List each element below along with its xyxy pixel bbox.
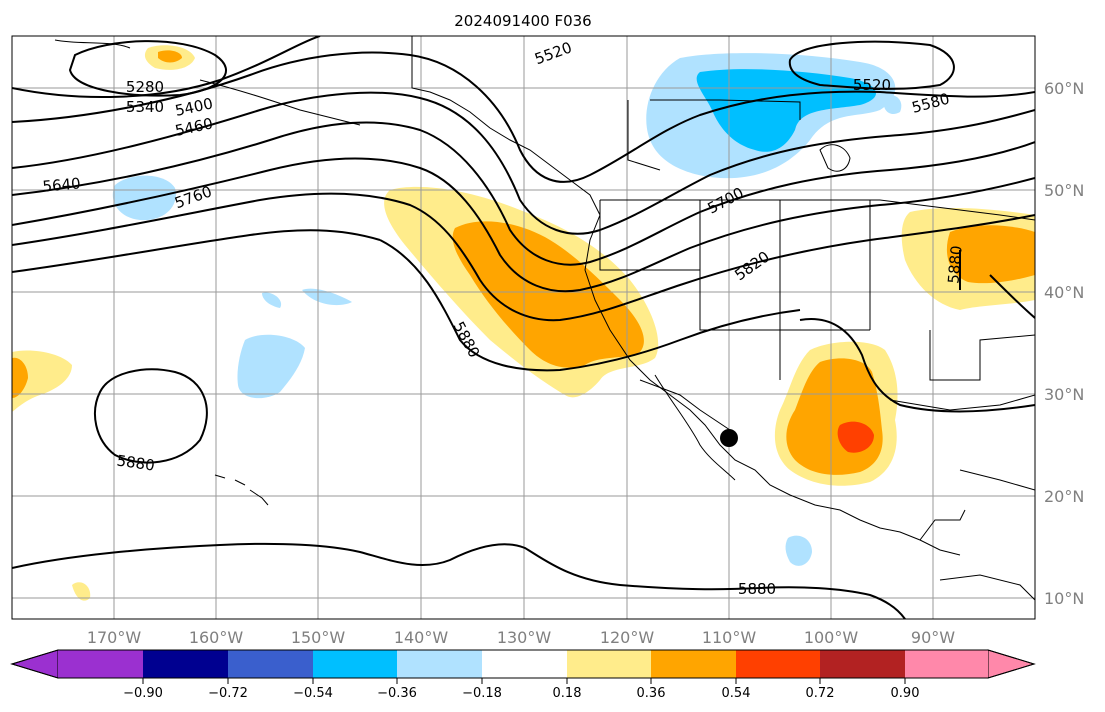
colorbar-segment <box>567 650 651 678</box>
lat-tick-label: 60°N <box>1044 79 1084 98</box>
positive-anomaly-westcoast-core <box>452 221 644 368</box>
colorbar-extend-low <box>10 649 59 679</box>
colorbar-segment <box>651 650 736 678</box>
colorbar-segment <box>905 650 988 678</box>
colorbar-segment <box>58 650 143 678</box>
lat-tick-label: 20°N <box>1044 487 1084 506</box>
colorbar-tick-label: 0.72 <box>806 686 835 701</box>
contour-label: 5280 <box>126 78 164 96</box>
colorbar-segment <box>820 650 905 678</box>
colorbar-ticks: −0.90 −0.72 −0.54 −0.36 −0.18 0.18 0.36 0.54 0.7… <box>123 678 919 701</box>
colorbar-tick-label: −0.36 <box>377 686 417 701</box>
latitude-labels: 60°N 50°N 40°N 30°N 20°N 10°N <box>1044 79 1084 608</box>
lat-tick-label: 10°N <box>1044 589 1084 608</box>
colorbar-segments <box>10 649 1036 679</box>
lon-tick-label: 100°W <box>804 628 859 647</box>
contour-label: 5880 <box>738 580 776 598</box>
colorbar-tick-label: 0.90 <box>891 686 920 701</box>
lat-tick-label: 30°N <box>1044 385 1084 404</box>
lon-tick-label: 130°W <box>497 628 552 647</box>
contour-label: 5640 <box>42 174 82 195</box>
lon-tick-label: 90°W <box>911 628 955 647</box>
colorbar-tick-label: 0.18 <box>553 686 582 701</box>
lon-tick-label: 140°W <box>394 628 449 647</box>
map-title: 2024091400 F036 <box>454 12 591 30</box>
height-contours <box>12 36 1035 619</box>
colorbar-tick-label: −0.54 <box>293 686 333 701</box>
colorbar-tick-label: −0.18 <box>462 686 502 701</box>
colorbar-border <box>10 649 1036 679</box>
negative-anomaly-pacific <box>112 175 176 221</box>
lon-tick-label: 150°W <box>291 628 346 647</box>
contour-label: 5880 <box>116 451 156 474</box>
graticule <box>12 36 1035 619</box>
colorbar-tick-label: 0.36 <box>637 686 666 701</box>
colorbar: −0.90 −0.72 −0.54 −0.36 −0.18 0.18 0.36 0.54 0.7… <box>10 649 1036 701</box>
colorbar-tick-label: −0.72 <box>208 686 248 701</box>
colorbar-segment <box>482 650 567 678</box>
longitude-labels: 170°W 160°W 150°W 140°W 130°W 120°W 110°… <box>87 628 955 647</box>
lon-tick-label: 170°W <box>87 628 142 647</box>
colorbar-segment <box>313 650 397 678</box>
colorbar-extend-high <box>987 649 1036 679</box>
lon-tick-label: 160°W <box>189 628 244 647</box>
lat-tick-label: 40°N <box>1044 283 1084 302</box>
plot-frame <box>11 35 1036 620</box>
colorbar-segment <box>736 650 820 678</box>
colorbar-segment <box>143 650 228 678</box>
islands <box>214 474 269 506</box>
lon-tick-label: 120°W <box>600 628 655 647</box>
colorbar-tick-label: 0.54 <box>722 686 751 701</box>
lon-tick-label: 110°W <box>702 628 757 647</box>
colorbar-segment <box>397 650 482 678</box>
colorbar-segment <box>228 650 313 678</box>
point-marker <box>720 429 738 447</box>
colorbar-tick-label: −0.90 <box>123 686 163 701</box>
contour-label: 5340 <box>126 98 164 116</box>
lat-tick-label: 50°N <box>1044 181 1084 200</box>
contour-label: 5520 <box>853 76 891 94</box>
positive-anomaly-texas-core <box>837 421 874 453</box>
contour-label: 5880 <box>944 245 965 285</box>
